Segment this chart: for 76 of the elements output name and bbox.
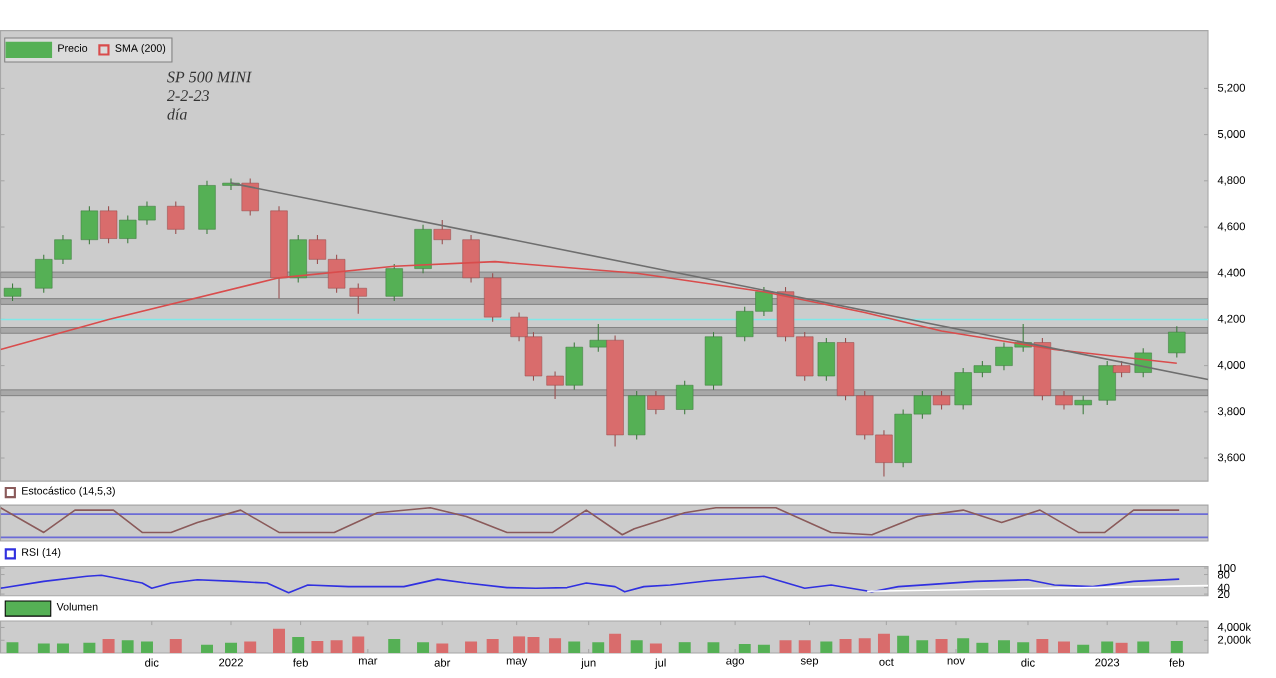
bar [102,639,115,654]
candlestick [289,234,307,284]
candlestick [1055,390,1073,411]
candlestick [565,342,583,391]
annotation: SP 500 MINI [167,71,252,83]
candlestick [1168,325,1186,359]
candlestick [1098,360,1116,406]
bar [858,638,871,654]
bar [1101,641,1114,654]
bar [1077,644,1090,654]
bar [738,644,751,654]
bar [1115,642,1128,654]
bar [388,639,401,654]
candlestick [385,263,403,302]
bar [779,640,792,654]
candlestick [414,224,432,274]
candlestick [817,337,836,382]
bar [436,643,449,654]
bar [1170,640,1183,654]
bar [6,642,19,654]
bar [486,639,499,654]
bar [707,642,720,654]
bar [225,642,238,654]
bar [1017,642,1030,654]
bar [649,643,662,654]
bar [200,644,213,654]
bar [56,643,69,654]
candlestick [628,390,646,441]
candlestick [433,219,451,245]
bar [417,642,430,654]
candlestick [1074,395,1092,415]
candlestick [589,323,607,353]
candlestick [462,234,480,284]
bar [83,642,96,654]
line-series [0,260,1178,365]
bar [757,644,770,654]
bar [916,640,929,654]
candlestick [647,390,665,415]
annotation: 2-2-23 [166,90,210,102]
candlestick [80,205,99,245]
bar [592,642,605,654]
bar [568,641,581,654]
bar [169,639,182,654]
bar [839,639,852,654]
bar [273,628,286,654]
bar [330,640,343,654]
bar [976,642,989,654]
bar [630,640,643,654]
bar [798,640,811,654]
bar [877,633,890,654]
bar [678,642,691,654]
bar [935,639,948,654]
candlestick [241,178,259,217]
bar [352,636,365,654]
candlestick [483,272,502,323]
bar [244,641,257,654]
candlestick [932,390,951,411]
candlestick [198,180,216,235]
bar [37,643,50,654]
bar [997,640,1010,654]
annotation: día [167,108,187,120]
bar [140,641,153,654]
bar [121,640,134,654]
bar [292,637,305,654]
candlestick [676,380,694,415]
candlestick [167,201,185,235]
candlestick [99,205,118,244]
bar [1036,639,1049,654]
bar [549,638,562,654]
bar [1057,641,1070,654]
bar [465,641,478,654]
bar [820,641,833,654]
bar [609,633,622,654]
bar [957,638,970,654]
bar [311,640,324,654]
bar [897,635,910,654]
